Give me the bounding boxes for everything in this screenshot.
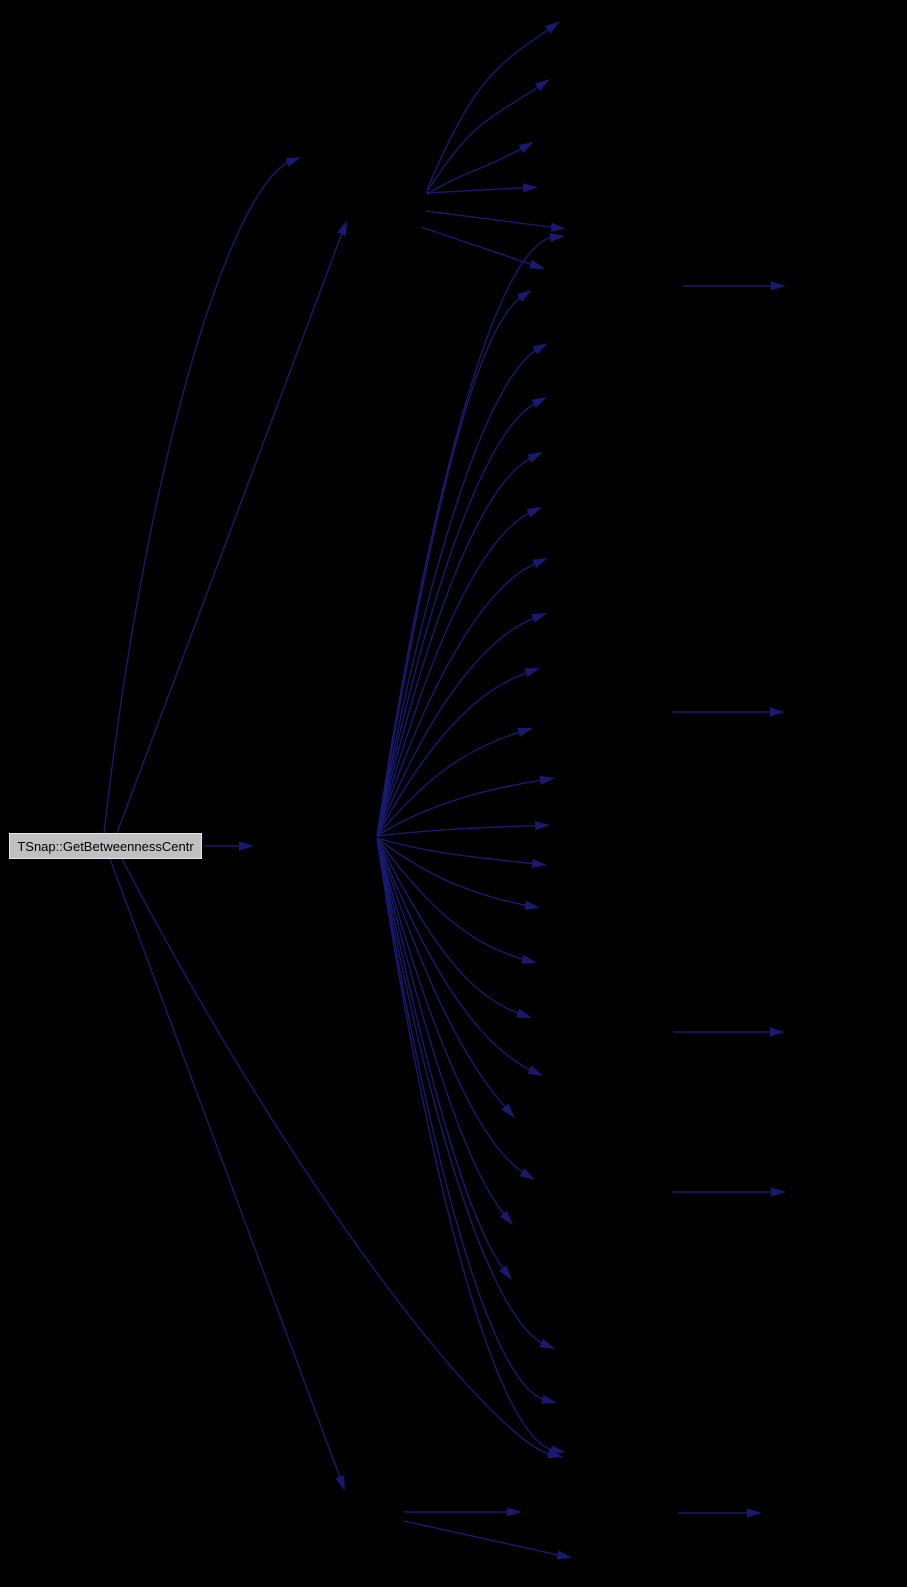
call-edge [103, 160, 291, 834]
arrowhead-icon [239, 841, 254, 851]
arrowhead-icon [539, 1338, 555, 1349]
call-edge [376, 236, 554, 837]
call-edge [376, 837, 526, 1175]
call-edge [376, 837, 534, 1072]
call-edge [376, 671, 530, 837]
call-edge [376, 824, 539, 837]
call-edge [376, 730, 523, 837]
call-edge [376, 837, 527, 961]
arrowhead-icon [771, 281, 786, 291]
call-edge [426, 27, 552, 191]
arrowhead-icon [539, 775, 555, 785]
arrowhead-icon [556, 1550, 572, 1560]
arrowhead-icon [516, 290, 532, 302]
arrowhead-icon [531, 397, 547, 408]
call-edge [420, 226, 535, 267]
arrowhead-icon [507, 1507, 522, 1517]
arrowhead-icon [541, 1394, 557, 1404]
arrowhead-icon [516, 1008, 532, 1018]
call-edge [376, 295, 523, 837]
arrowhead-icon [531, 858, 547, 868]
root-function-node: TSnap::GetBetweennessCentr [9, 833, 202, 859]
call-edge [376, 511, 533, 837]
call-edge [376, 837, 509, 1111]
call-edge [426, 146, 525, 195]
arrowhead-icon [285, 157, 301, 167]
arrowhead-icon [517, 728, 533, 737]
call-edge [109, 858, 342, 1481]
arrowhead-icon [550, 222, 566, 232]
call-edge [426, 84, 542, 193]
call-edge [376, 561, 538, 837]
arrowhead-icon [532, 558, 548, 569]
arrowhead-icon [527, 1065, 543, 1076]
root-function-label: TSnap::GetBetweennessCentr [17, 838, 194, 854]
arrowhead-icon [524, 668, 540, 678]
call-edge [376, 456, 534, 837]
call-edge [116, 230, 344, 834]
arrowhead-icon [499, 1210, 513, 1225]
call-edge [376, 837, 522, 1015]
call-edge [376, 837, 506, 1272]
arrowhead-icon [532, 343, 548, 355]
arrowhead-icon [770, 1027, 785, 1037]
arrowhead-icon [526, 507, 542, 518]
arrowhead-icon [527, 452, 543, 463]
call-edge [376, 779, 545, 837]
arrowhead-icon [499, 1265, 512, 1280]
call-edge [376, 837, 530, 907]
call-edge [376, 347, 539, 837]
edges-layer [103, 21, 786, 1560]
arrowhead-icon [531, 613, 547, 623]
call-edge [376, 401, 538, 837]
arrowhead-icon [545, 21, 560, 34]
arrowhead-icon [549, 233, 565, 243]
call-edge [376, 837, 536, 865]
arrowhead-icon [529, 259, 545, 269]
call-edge [376, 616, 537, 837]
call-edge [376, 837, 545, 1346]
arrowhead-icon [747, 1508, 762, 1518]
arrowhead-icon [522, 183, 538, 193]
arrowhead-icon [519, 1168, 535, 1180]
arrowhead-icon [337, 220, 347, 236]
arrowhead-icon [521, 954, 537, 964]
arrowhead-icon [501, 1103, 515, 1118]
call-edge [403, 1520, 562, 1557]
arrowhead-icon [770, 707, 785, 717]
call-edge [376, 837, 555, 1452]
call-edge [425, 210, 555, 229]
arrowhead-icon [535, 79, 550, 92]
call-edge [376, 837, 547, 1401]
arrowhead-icon [550, 1445, 566, 1455]
arrowhead-icon [534, 820, 550, 831]
arrowhead-icon [518, 142, 534, 154]
arrowhead-icon [335, 1475, 345, 1491]
arrowhead-icon [524, 900, 540, 910]
call-edge [425, 186, 527, 194]
call-edge [376, 837, 507, 1217]
arrowhead-icon [771, 1187, 786, 1197]
call-edge [121, 858, 553, 1456]
